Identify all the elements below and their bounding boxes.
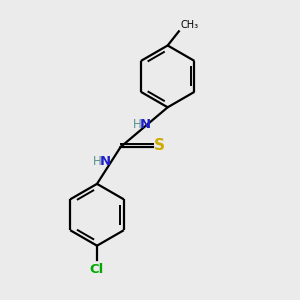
Text: N: N [140,118,151,131]
Text: H: H [93,155,102,168]
Text: Cl: Cl [90,263,104,276]
Text: H: H [133,118,142,131]
Text: N: N [100,155,111,168]
Text: CH₃: CH₃ [180,20,198,30]
Text: S: S [154,138,165,153]
